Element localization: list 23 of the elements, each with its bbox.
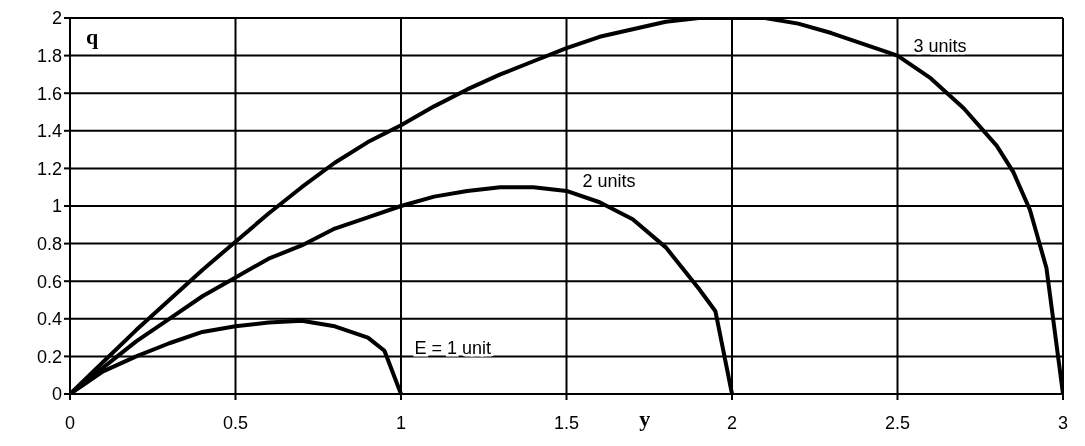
x-tick-label: 1 [395, 412, 407, 433]
annotation: 3 units [913, 35, 967, 56]
annotation: E = 1 unit [414, 337, 492, 358]
x-tick-label: 2 [726, 412, 738, 433]
annotation: 2 units [582, 170, 636, 191]
y-tick-label: 1.2 [36, 158, 62, 179]
x-tick-label: 2.5 [884, 412, 911, 433]
y-tick-label: 1 [51, 196, 62, 217]
y-tick-label: 0.4 [36, 309, 62, 330]
y-axis-title: q [86, 24, 99, 50]
y-tick-label: 1.6 [36, 83, 62, 104]
x-axis-title: y [639, 406, 651, 432]
y-tick-label: 2 [51, 8, 62, 29]
x-tick-label: 3 [1057, 412, 1069, 433]
y-tick-label: 0 [51, 384, 62, 405]
x-tick-label: 1.5 [553, 412, 580, 433]
y-tick-label: 0.2 [36, 346, 62, 367]
y-tick-label: 0.6 [36, 271, 62, 292]
y-tick-label: 1.4 [36, 121, 62, 142]
y-tick-label: 1.8 [36, 45, 62, 66]
x-tick-label: 0 [64, 412, 76, 433]
x-tick-label: 0.5 [222, 412, 249, 433]
y-tick-label: 0.8 [36, 233, 62, 254]
